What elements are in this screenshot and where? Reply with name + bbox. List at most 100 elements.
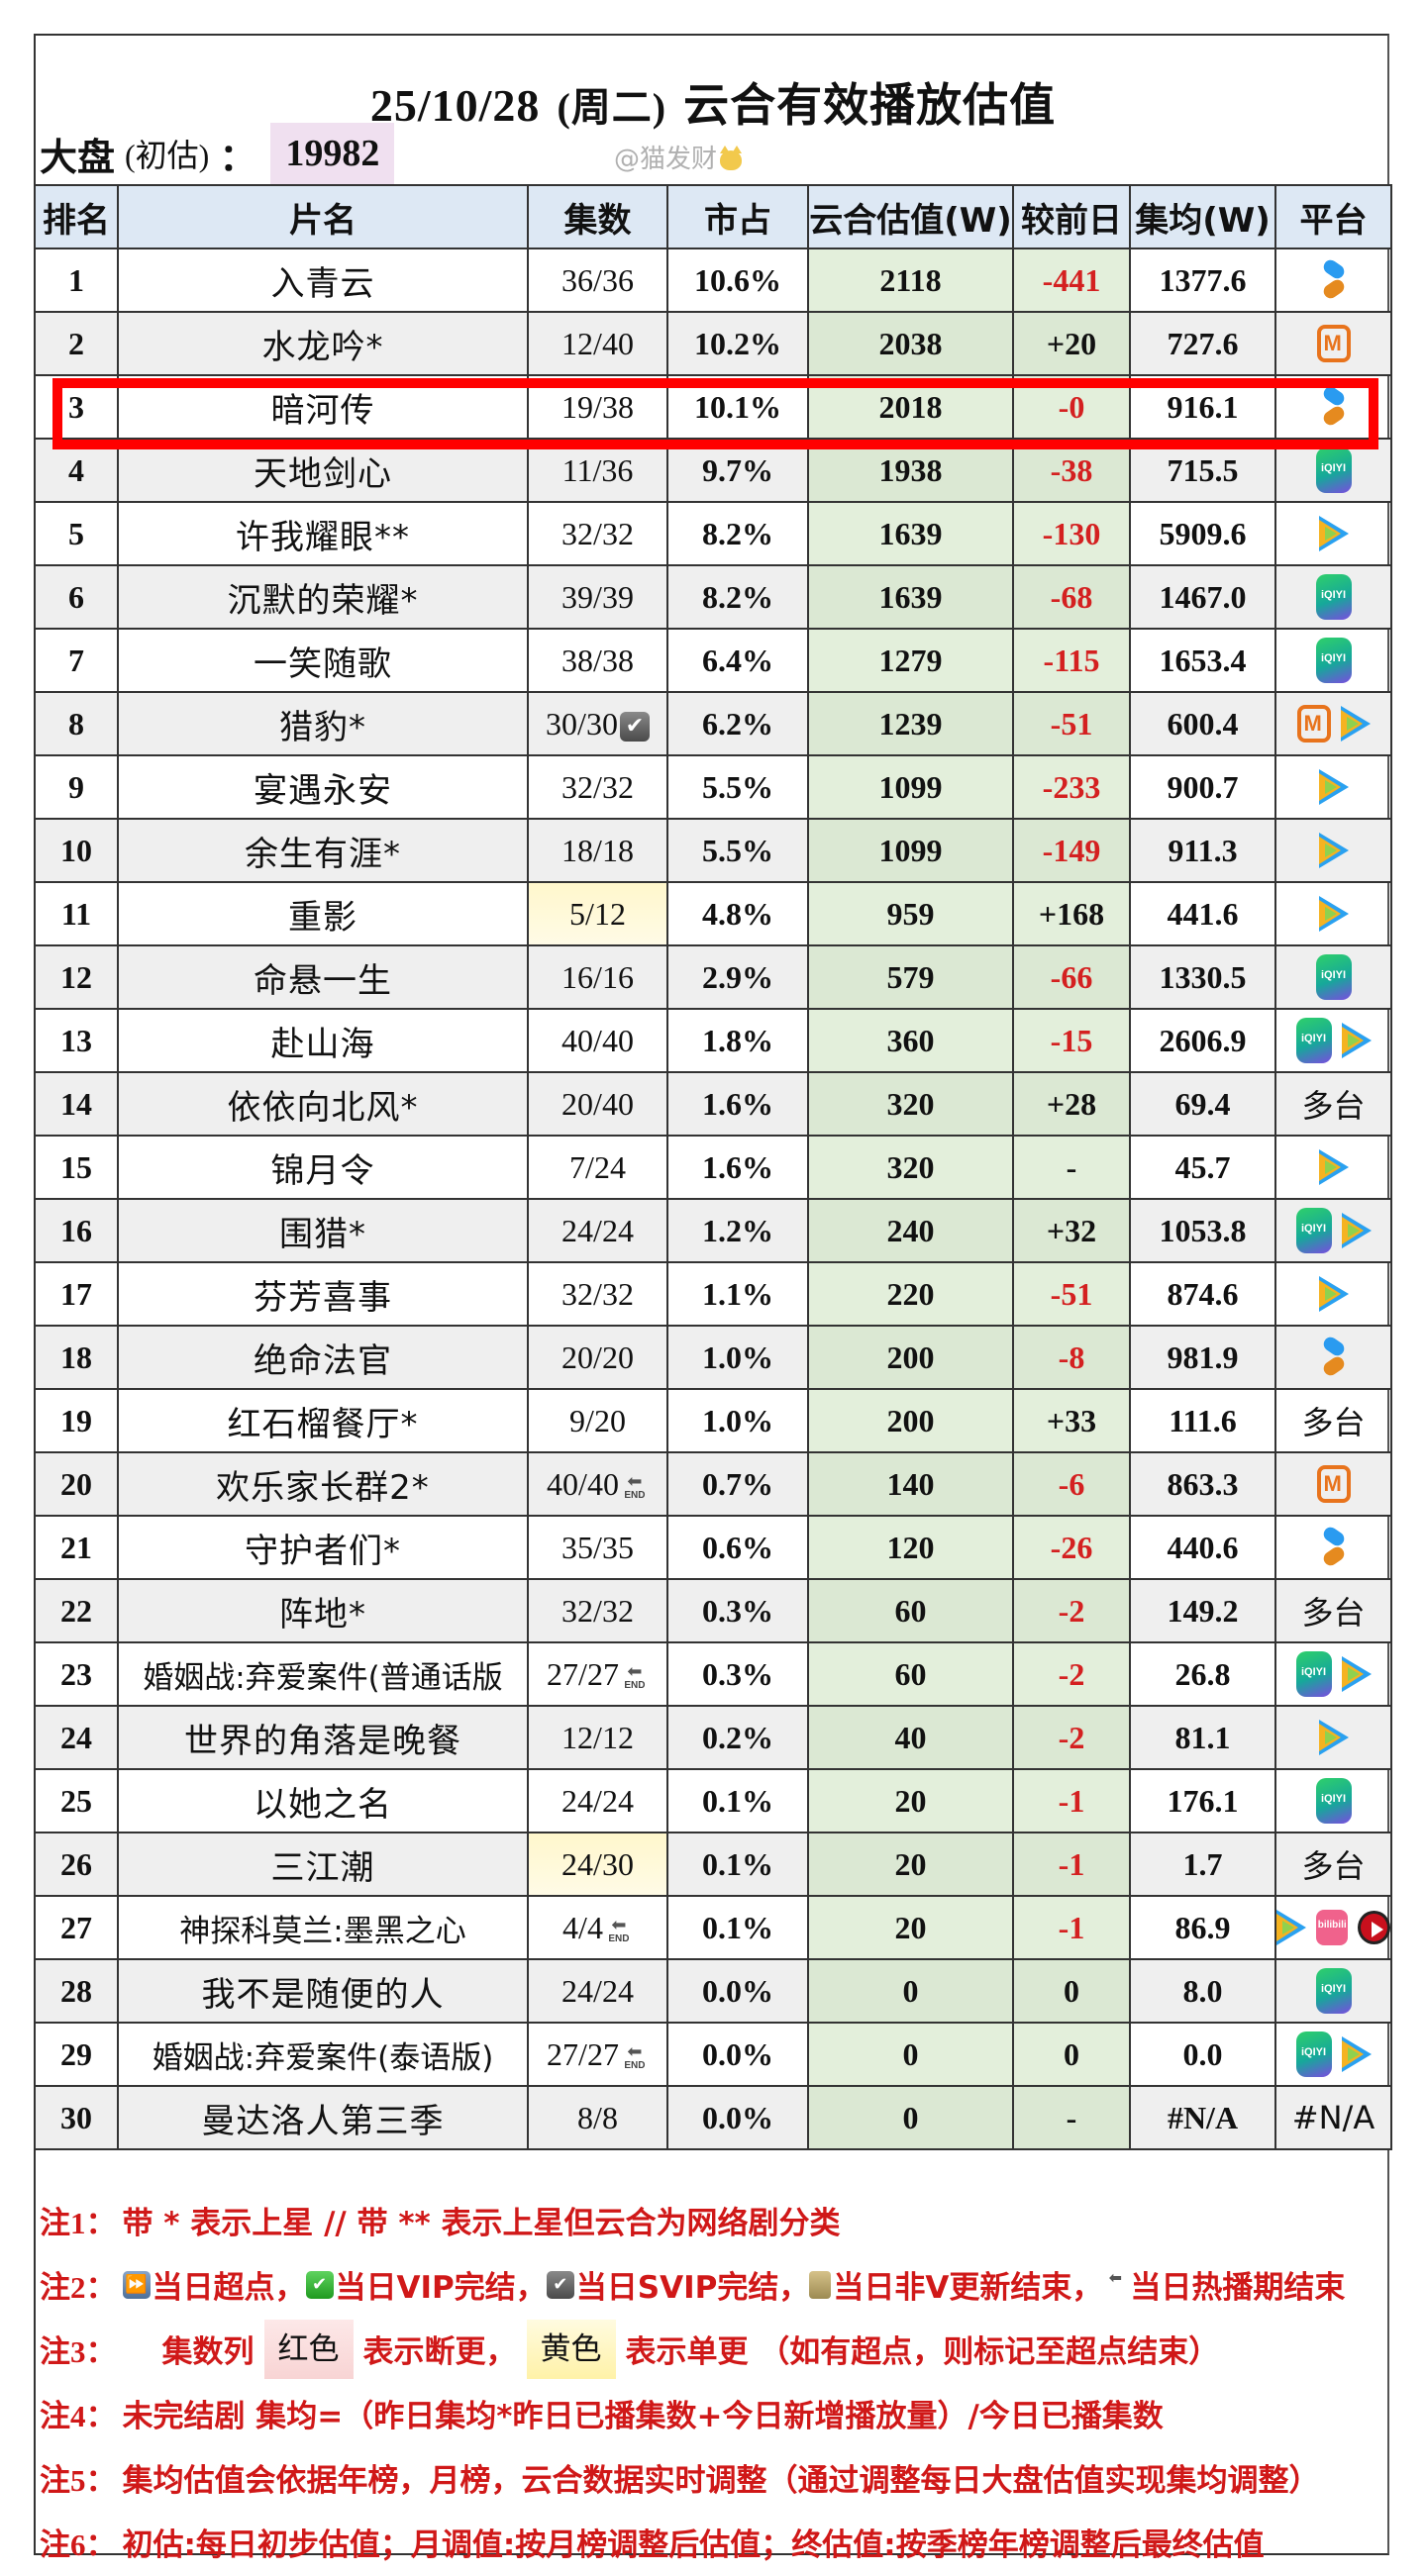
note-2: 注2： ⏩ 当日超点， ✔ 当日VIP完结， ✔ 当日SVIP完结， 当日非V更新结束…	[40, 2252, 1386, 2317]
platform-cell	[1274, 374, 1392, 440]
title-cell: 沉默的荣耀*	[117, 564, 529, 630]
rank-cell: 30	[34, 2085, 119, 2150]
tencent-video-icon	[1318, 1720, 1349, 1755]
title-cell: 余生有涯*	[117, 818, 529, 883]
platform-cell	[1274, 1515, 1392, 1580]
page-title: 25/10/28 (周二) 云合有效播放估值	[0, 69, 1426, 135]
note-5: 注5： 集均估值会依据年榜，月榜，云合数据实时调整（通过调整每日大盘估值实现集均…	[40, 2445, 1386, 2510]
yunhe-value-cell: 40	[807, 1705, 1014, 1770]
delta-cell: -	[1012, 2085, 1131, 2150]
notes-section: 注1： 带 * 表示上星 // 带 ** 表示上星但云合为网络剧分类 注2： ⏩…	[40, 2188, 1386, 2574]
yunhe-value-cell: 2018	[807, 374, 1014, 440]
table-row: 1 入青云 36/36 10.6% 2118 -441 1377.6	[34, 248, 1392, 313]
table-row: 27 神探科莫兰:墨黑之心 4/4 ⬅ END 0.1% 20 -1 86.9 bilibili	[34, 1895, 1392, 1960]
platform-cell: M	[1274, 1451, 1392, 1517]
platform-cell: #N/A	[1274, 2085, 1392, 2150]
youku-icon	[1317, 1338, 1351, 1377]
tencent-video-icon	[1341, 2036, 1372, 2072]
avg-cell: 727.6	[1129, 311, 1276, 376]
platform-cell: iQIYI	[1274, 438, 1392, 503]
share-cell: 1.1%	[666, 1261, 809, 1327]
mango-tv-icon: M	[1316, 1465, 1351, 1503]
title-cell: 暗河传	[117, 374, 529, 440]
table-row: 23 婚姻战:弃爱案件(普通话版 27/27 ⬅ END 0.3% 60 -2 26.8 iQIY…	[34, 1641, 1392, 1707]
header-rank: 排名	[34, 184, 119, 249]
note-label: 注5：	[40, 2463, 117, 2498]
title-cell: 围猎*	[117, 1198, 529, 1263]
share-cell: 0.2%	[666, 1705, 809, 1770]
note-label: 注4：	[40, 2399, 117, 2433]
table-row: 8 猎豹* 30/30 ✔ 6.2% 1239 -51 600.4 M	[34, 691, 1392, 756]
platform-cell: 多台	[1274, 1388, 1392, 1453]
yunhe-value-cell: 0	[807, 2022, 1014, 2087]
note-item: 当日非V更新结束，	[833, 2270, 1103, 2306]
rank-cell: 20	[34, 1451, 119, 1517]
share-cell: 1.6%	[666, 1071, 809, 1137]
iqiyi-icon: iQIYI	[1295, 2031, 1332, 2077]
avg-cell: 441.6	[1129, 881, 1276, 946]
avg-cell: 176.1	[1129, 1768, 1276, 1833]
avg-cell: #N/A	[1129, 2085, 1276, 2150]
title-cell: 芬芳喜事	[117, 1261, 529, 1327]
title-cell: 红石榴餐厅*	[117, 1388, 529, 1453]
avg-cell: 149.2	[1129, 1578, 1276, 1643]
delta-cell: -51	[1012, 691, 1131, 756]
delta-cell: -2	[1012, 1578, 1131, 1643]
avg-cell: 981.9	[1129, 1325, 1276, 1390]
yunhe-value-cell: 1099	[807, 818, 1014, 883]
red-swatch: 红色	[263, 2319, 354, 2379]
avg-cell: 1653.4	[1129, 628, 1276, 693]
tencent-video-icon	[1318, 1149, 1349, 1185]
delta-cell: -149	[1012, 818, 1131, 883]
rank-cell: 17	[34, 1261, 119, 1327]
platform-cell: iQIYI	[1274, 1198, 1392, 1263]
youku-icon	[1317, 1528, 1351, 1567]
yunhe-value-cell: 320	[807, 1071, 1014, 1137]
yunhe-value-cell: 1239	[807, 691, 1014, 756]
avg-cell: 81.1	[1129, 1705, 1276, 1770]
title-cell: 婚姻战:弃爱案件(泰语版)	[117, 2022, 529, 2087]
platform-cell	[1274, 1135, 1392, 1200]
delta-cell: -38	[1012, 438, 1131, 503]
yunhe-value-cell: 2038	[807, 311, 1014, 376]
share-cell: 5.5%	[666, 754, 809, 820]
rank-cell: 13	[34, 1008, 119, 1073]
note-text: 集均估值会依据年榜，月榜，云合数据实时调整（通过调整每日大盘估值实现集均调整）	[122, 2463, 1320, 2499]
fast-forward-icon: ⏩	[122, 2270, 151, 2299]
note-label: 注3：	[40, 2334, 117, 2369]
note-3: 注3： 集数列 红色 表示断更， 黄色 表示单更 （如有超点，则标记至超点结束）	[40, 2317, 1386, 2381]
episodes-cell: 39/39	[527, 564, 668, 630]
share-cell: 4.8%	[666, 881, 809, 946]
platform-cell: iQIYI	[1274, 564, 1392, 630]
avg-cell: 86.9	[1129, 1895, 1276, 1960]
avg-cell: 45.7	[1129, 1135, 1276, 1200]
tencent-video-icon	[1318, 1276, 1349, 1312]
yunhe-value-cell: 60	[807, 1578, 1014, 1643]
title-cell: 许我耀眼**	[117, 501, 529, 566]
platform-cell: bilibili	[1274, 1895, 1392, 1960]
title-cell: 绝命法官	[117, 1325, 529, 1390]
yunhe-value-cell: 140	[807, 1451, 1014, 1517]
rank-cell: 9	[34, 754, 119, 820]
header-share: 市占	[666, 184, 809, 249]
episodes-cell: 19/38	[527, 374, 668, 440]
share-cell: 5.5%	[666, 818, 809, 883]
svip-check-icon: ✔	[619, 712, 650, 743]
yunhe-value-cell: 1279	[807, 628, 1014, 693]
yunhe-value-cell: 20	[807, 1832, 1014, 1897]
rank-cell: 21	[34, 1515, 119, 1580]
avg-cell: 1330.5	[1129, 944, 1276, 1010]
yunhe-value-cell: 1938	[807, 438, 1014, 503]
end-arrow-icon: ⬅ END	[624, 2041, 646, 2072]
avg-cell: 69.4	[1129, 1071, 1276, 1137]
note-item: 当日超点，	[152, 2270, 306, 2306]
iqiyi-icon: iQIYI	[1315, 447, 1352, 493]
share-cell: 0.1%	[666, 1832, 809, 1897]
title-date: 25/10/28	[369, 80, 541, 131]
rank-cell: 19	[34, 1388, 119, 1453]
table-row: 25 以她之名 24/24 0.1% 20 -1 176.1 iQIYI	[34, 1768, 1392, 1833]
delta-cell: -26	[1012, 1515, 1131, 1580]
share-cell: 0.3%	[666, 1578, 809, 1643]
note-1: 注1： 带 * 表示上星 // 带 ** 表示上星但云合为网络剧分类	[40, 2188, 1386, 2252]
end-arrow-icon: ⬅	[1108, 2267, 1123, 2287]
